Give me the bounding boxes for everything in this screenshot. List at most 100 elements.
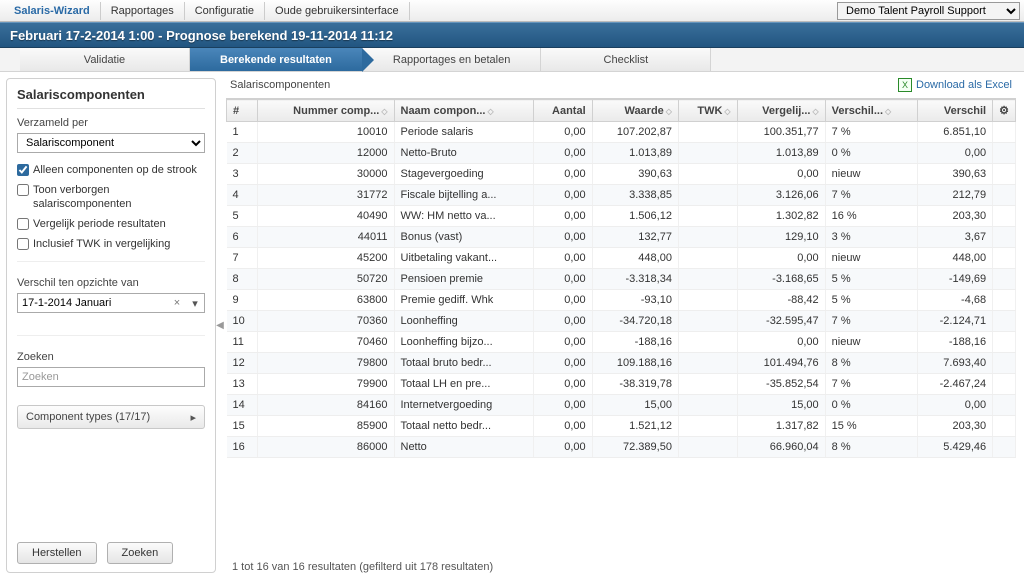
table-cell: 5 % xyxy=(825,269,917,290)
table-cell: 390,63 xyxy=(917,164,993,185)
col-index[interactable]: # xyxy=(227,100,258,122)
chk-alleen-box[interactable] xyxy=(17,164,29,176)
table-cell: 15,00 xyxy=(592,395,678,416)
table-cell: 448,00 xyxy=(592,248,678,269)
table-cell xyxy=(678,248,737,269)
table-cell: 0,00 xyxy=(533,248,592,269)
menu-rapportages[interactable]: Rapportages xyxy=(101,2,185,20)
compare-select[interactable]: × ▾ xyxy=(17,293,205,323)
table-cell: 7 % xyxy=(825,122,917,143)
chk-alleen[interactable]: Alleen componenten op de strook xyxy=(17,163,205,177)
groupby-select[interactable]: Salariscomponent xyxy=(17,133,205,153)
table-row[interactable]: 963800Premie gediff. Whk0,00-93,10-88,42… xyxy=(227,290,1016,311)
table-cell: -34.720,18 xyxy=(592,311,678,332)
table-cell: -188,16 xyxy=(592,332,678,353)
table-cell: 7 xyxy=(227,248,258,269)
table-cell xyxy=(993,227,1016,248)
chk-vergelijk-box[interactable] xyxy=(17,218,29,230)
menu-configuratie[interactable]: Configuratie xyxy=(185,2,265,20)
table-row[interactable]: 1170460Loonheffing bijzo...0,00-188,160,… xyxy=(227,332,1016,353)
table-row[interactable]: 1484160Internetvergoeding0,0015,0015,000… xyxy=(227,395,1016,416)
table-cell: 5 % xyxy=(825,290,917,311)
col-vergelijk[interactable]: Vergelij...◇ xyxy=(737,100,825,122)
search-button[interactable]: Zoeken xyxy=(107,542,174,564)
table-cell xyxy=(993,395,1016,416)
table-cell: 10 xyxy=(227,311,258,332)
download-excel[interactable]: X Download als Excel xyxy=(898,78,1012,92)
tab-rapportages-betalen[interactable]: Rapportages en betalen xyxy=(363,48,541,71)
tab-berekende-resultaten[interactable]: Berekende resultaten xyxy=(190,48,363,71)
table-cell: 7.693,40 xyxy=(917,353,993,374)
table-row[interactable]: 1585900Totaal netto bedr...0,001.521,121… xyxy=(227,416,1016,437)
table-row[interactable]: 745200Uitbetaling vakant...0,00448,000,0… xyxy=(227,248,1016,269)
table-cell: -88,42 xyxy=(737,290,825,311)
gear-icon[interactable]: ⚙ xyxy=(999,105,1009,117)
col-waarde[interactable]: Waarde◇ xyxy=(592,100,678,122)
table-cell: nieuw xyxy=(825,164,917,185)
table-cell xyxy=(678,416,737,437)
table-row[interactable]: 540490WW: HM netto va...0,001.506,121.30… xyxy=(227,206,1016,227)
table-cell: Internetvergoeding xyxy=(394,395,533,416)
table-row[interactable]: 110010Periode salaris0,00107.202,87100.3… xyxy=(227,122,1016,143)
table-cell: 2 xyxy=(227,143,258,164)
col-verschilpct[interactable]: Verschil...◇ xyxy=(825,100,917,122)
content: Salariscomponenten Verzameld per Salaris… xyxy=(0,72,1024,579)
brand[interactable]: Salaris-Wizard xyxy=(4,2,101,20)
table-cell: -4,68 xyxy=(917,290,993,311)
chk-twk[interactable]: Inclusief TWK in vergelijking xyxy=(17,237,205,251)
search-input[interactable] xyxy=(17,367,205,387)
component-types-button[interactable]: Component types (17/17) ▸ xyxy=(17,405,205,429)
menu-oude-interface[interactable]: Oude gebruikersinterface xyxy=(265,2,410,20)
table-row[interactable]: 1379900Totaal LH en pre...0,00-38.319,78… xyxy=(227,374,1016,395)
table-cell xyxy=(993,374,1016,395)
table-cell: 132,77 xyxy=(592,227,678,248)
reset-button[interactable]: Herstellen xyxy=(17,542,97,564)
table-row[interactable]: 1279800Totaal bruto bedr...0,00109.188,1… xyxy=(227,353,1016,374)
table-cell: 0 % xyxy=(825,143,917,164)
col-settings[interactable]: ⚙ xyxy=(993,100,1016,122)
tab-validatie[interactable]: Validatie xyxy=(20,48,190,71)
table-cell: 45200 xyxy=(258,248,394,269)
results-table-wrap[interactable]: # Nummer comp...◇ Naam compon...◇ Aantal… xyxy=(226,98,1016,555)
chk-toon-box[interactable] xyxy=(17,184,29,196)
sidebar: Salariscomponenten Verzameld per Salaris… xyxy=(6,78,216,573)
table-cell: 70360 xyxy=(258,311,394,332)
table-cell: Loonheffing bijzo... xyxy=(394,332,533,353)
chk-toon[interactable]: Toon verborgen salariscomponenten xyxy=(17,183,205,211)
table-row[interactable]: 212000Netto-Bruto0,001.013,891.013,890 %… xyxy=(227,143,1016,164)
col-twk[interactable]: TWK◇ xyxy=(678,100,737,122)
col-verschil[interactable]: Verschil xyxy=(917,100,993,122)
period-header: Februari 17-2-2014 1:00 - Prognose berek… xyxy=(0,22,1024,48)
table-cell: 0,00 xyxy=(533,395,592,416)
table-cell xyxy=(678,122,737,143)
table-cell xyxy=(993,164,1016,185)
chk-twk-box[interactable] xyxy=(17,238,29,250)
result-count: 1 tot 16 van 16 resultaten (gefilterd ui… xyxy=(226,555,1016,575)
table-cell: 85900 xyxy=(258,416,394,437)
table-row[interactable]: 431772Fiscale bijtelling a...0,003.338,8… xyxy=(227,185,1016,206)
col-name[interactable]: Naam compon...◇ xyxy=(394,100,533,122)
table-row[interactable]: 850720Pensioen premie0,00-3.318,34-3.168… xyxy=(227,269,1016,290)
table-cell: Totaal netto bedr... xyxy=(394,416,533,437)
tab-checklist[interactable]: Checklist xyxy=(541,48,711,71)
table-row[interactable]: 644011Bonus (vast)0,00132,77129,103 %3,6… xyxy=(227,227,1016,248)
table-cell: 8 % xyxy=(825,353,917,374)
col-aantal[interactable]: Aantal xyxy=(533,100,592,122)
table-cell: 100.351,77 xyxy=(737,122,825,143)
sidebar-collapse[interactable]: ◀ xyxy=(215,311,225,341)
table-cell xyxy=(993,290,1016,311)
col-number[interactable]: Nummer comp...◇ xyxy=(258,100,394,122)
table-row[interactable]: 1070360Loonheffing0,00-34.720,18-32.595,… xyxy=(227,311,1016,332)
table-row[interactable]: 1686000Netto0,0072.389,5066.960,048 %5.4… xyxy=(227,437,1016,458)
table-cell: 31772 xyxy=(258,185,394,206)
table-cell: 63800 xyxy=(258,290,394,311)
chk-vergelijk[interactable]: Vergelijk periode resultaten xyxy=(17,217,205,231)
chevron-down-icon[interactable]: ▾ xyxy=(187,293,203,313)
table-cell: 79800 xyxy=(258,353,394,374)
table-row[interactable]: 330000Stagevergoeding0,00390,630,00nieuw… xyxy=(227,164,1016,185)
chk-twk-label: Inclusief TWK in vergelijking xyxy=(33,237,170,251)
account-select[interactable]: Demo Talent Payroll Support xyxy=(837,2,1020,20)
clear-icon[interactable]: × xyxy=(169,293,185,313)
table-cell: 0,00 xyxy=(737,164,825,185)
table-cell xyxy=(993,143,1016,164)
